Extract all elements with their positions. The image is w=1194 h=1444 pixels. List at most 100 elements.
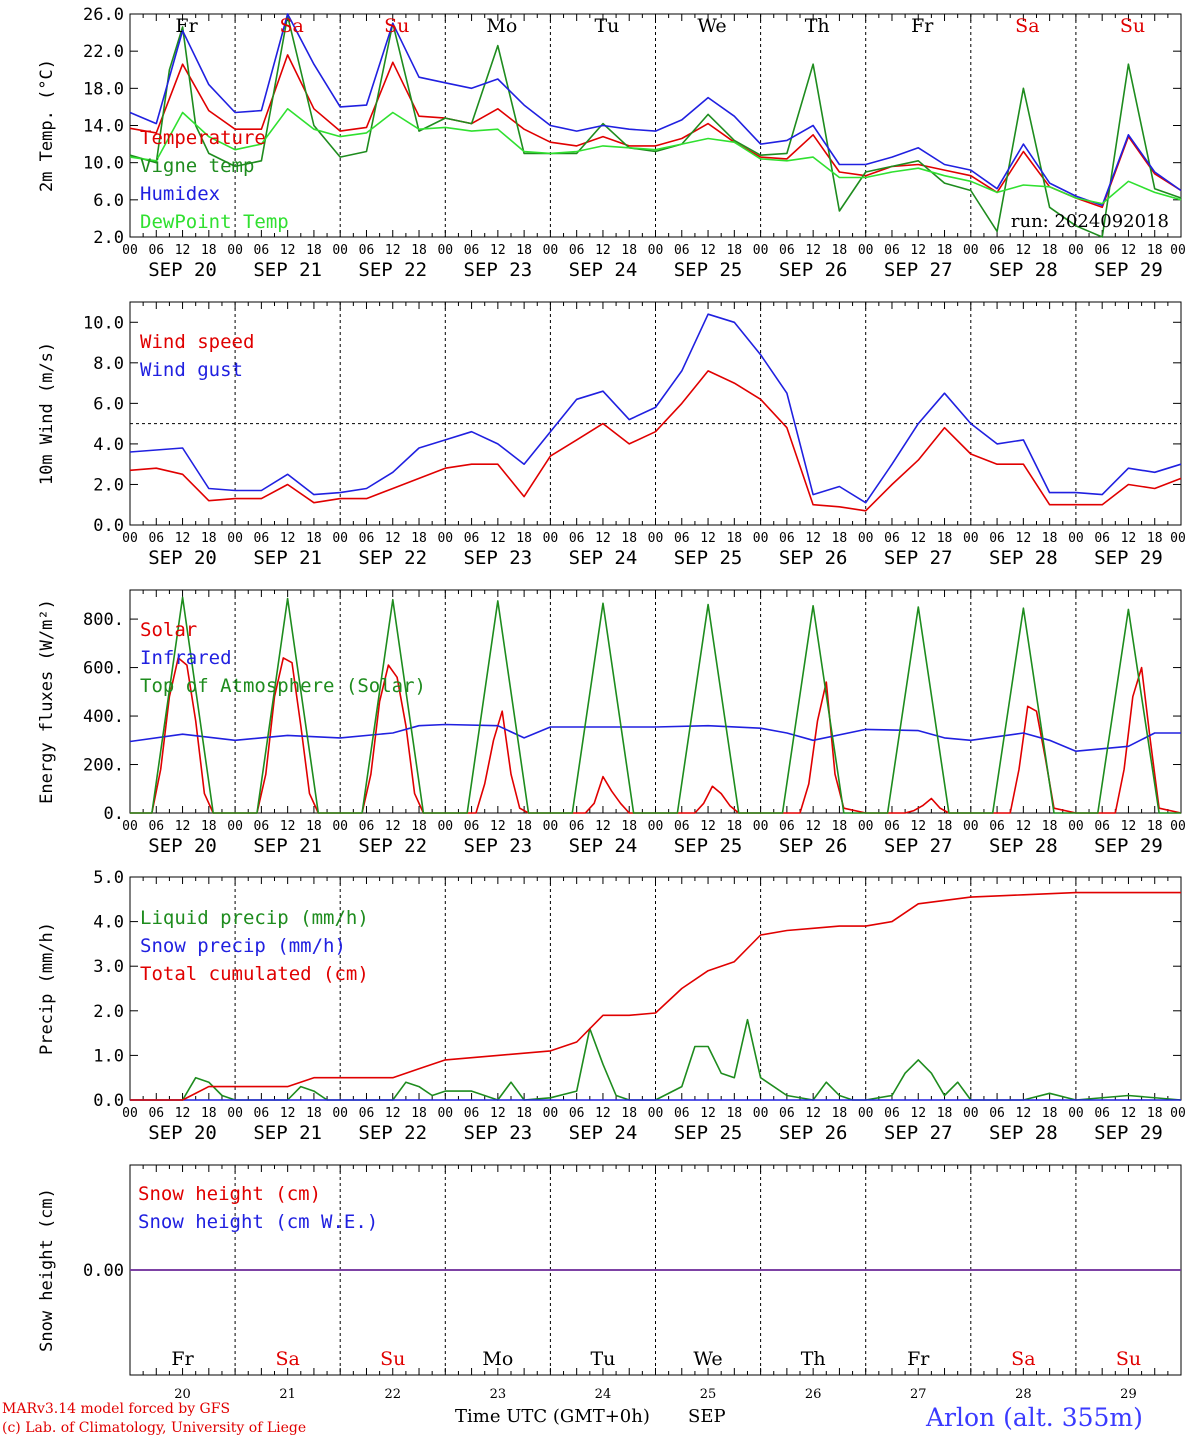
legend-entry: Snow height (cm) bbox=[138, 1183, 321, 1205]
hour-tick-label: 06 bbox=[569, 819, 585, 834]
hour-tick-label: 12 bbox=[700, 243, 716, 258]
hour-tick-label: 06 bbox=[1094, 531, 1110, 546]
hour-tick-label: 12 bbox=[1016, 819, 1032, 834]
date-label: SEP 23 bbox=[464, 1122, 533, 1144]
date-label: SEP 21 bbox=[253, 835, 322, 857]
hour-tick-label: 18 bbox=[306, 243, 322, 258]
hour-tick-label: 06 bbox=[779, 531, 795, 546]
y-tick-label: 600. bbox=[83, 659, 124, 679]
hour-tick-label: 18 bbox=[832, 1106, 848, 1121]
hour-tick-label: 00 bbox=[648, 243, 664, 258]
hour-tick-label: 06 bbox=[1094, 243, 1110, 258]
hour-tick-label: 18 bbox=[1042, 1106, 1058, 1121]
hour-tick-label: 00 bbox=[753, 819, 769, 834]
y-tick-label: 0. bbox=[104, 804, 124, 824]
hour-tick-label: 18 bbox=[1147, 819, 1163, 834]
y-tick-label: 0.0 bbox=[93, 516, 124, 536]
hour-tick-label: 00 bbox=[858, 531, 874, 546]
hour-tick-label: 12 bbox=[175, 819, 191, 834]
hour-tick-label: 00 bbox=[858, 243, 874, 258]
day-number-label: 21 bbox=[279, 1387, 296, 1402]
hour-tick-label: 00 bbox=[963, 1106, 979, 1121]
date-label: SEP 28 bbox=[989, 259, 1058, 281]
date-label: SEP 20 bbox=[148, 1122, 217, 1144]
hour-tick-label: 18 bbox=[201, 531, 217, 546]
hour-tick-label: 18 bbox=[306, 531, 322, 546]
hour-tick-label: 12 bbox=[1016, 1106, 1032, 1121]
run-label: run: 2024092018 bbox=[1011, 211, 1169, 232]
hour-tick-label: 06 bbox=[674, 243, 690, 258]
hour-tick-label: 12 bbox=[910, 531, 926, 546]
hour-tick-label: 12 bbox=[280, 531, 296, 546]
hour-tick-label: 06 bbox=[1094, 819, 1110, 834]
hour-tick-label: 12 bbox=[175, 531, 191, 546]
hour-tick-label: 18 bbox=[306, 819, 322, 834]
hour-tick-label: 18 bbox=[621, 1106, 637, 1121]
date-label: SEP 26 bbox=[779, 259, 848, 281]
date-label: SEP 27 bbox=[884, 835, 953, 857]
month-label: SEP bbox=[688, 1406, 726, 1427]
y-tick-label: 6.0 bbox=[93, 191, 124, 211]
date-label: SEP 26 bbox=[779, 1122, 848, 1144]
date-label: SEP 22 bbox=[358, 1122, 427, 1144]
hour-tick-label: 18 bbox=[1042, 819, 1058, 834]
hour-tick-label: 00 bbox=[122, 243, 138, 258]
hour-tick-label: 18 bbox=[726, 819, 742, 834]
panel-frame bbox=[129, 589, 1182, 814]
series-line-1-3 bbox=[129, 13, 1182, 207]
hour-tick-label: 00 bbox=[332, 1106, 348, 1121]
y-tick-label: 14.0 bbox=[83, 117, 124, 137]
y-tick-label: 10.0 bbox=[83, 313, 124, 333]
date-label: SEP 21 bbox=[253, 547, 322, 569]
hour-tick-label: 00 bbox=[543, 243, 559, 258]
legend-entry: Top of Atmosphere (Solar) bbox=[140, 675, 426, 697]
hour-tick-label: 06 bbox=[779, 1106, 795, 1121]
weekday-label: We bbox=[697, 15, 726, 37]
hour-tick-label: 12 bbox=[1016, 531, 1032, 546]
hour-tick-label: 06 bbox=[884, 531, 900, 546]
hour-tick-label: 18 bbox=[832, 243, 848, 258]
hour-tick-label: 00 bbox=[1068, 819, 1084, 834]
hour-tick-label: 06 bbox=[148, 531, 164, 546]
y-tick-label: 6.0 bbox=[93, 394, 124, 414]
date-label: SEP 27 bbox=[884, 1122, 953, 1144]
weekday-label: Fr bbox=[175, 15, 198, 37]
date-label: SEP 24 bbox=[569, 1122, 638, 1144]
date-label: SEP 24 bbox=[569, 547, 638, 569]
date-label: SEP 28 bbox=[989, 547, 1058, 569]
hour-tick-label: 00 bbox=[332, 531, 348, 546]
hour-tick-label: 00 bbox=[227, 1106, 243, 1121]
hour-tick-label: 06 bbox=[254, 1106, 270, 1121]
hour-tick-label: 06 bbox=[148, 243, 164, 258]
time-axis-label: Time UTC (GMT+0h) bbox=[455, 1406, 650, 1427]
hour-tick-label: 00 bbox=[963, 819, 979, 834]
date-label: SEP 20 bbox=[148, 835, 217, 857]
date-label: SEP 29 bbox=[1094, 835, 1163, 857]
legend-entry: Humidex bbox=[140, 183, 220, 205]
hour-tick-label: 12 bbox=[385, 531, 401, 546]
date-label: SEP 22 bbox=[358, 835, 427, 857]
date-label: SEP 24 bbox=[569, 835, 638, 857]
y-tick-label: 10.0 bbox=[83, 154, 124, 174]
hour-tick-label: 18 bbox=[201, 1106, 217, 1121]
hour-tick-label: 18 bbox=[411, 243, 427, 258]
panel-frame bbox=[129, 301, 1182, 526]
weekday-label: Mo bbox=[486, 15, 517, 37]
hour-tick-label: 00 bbox=[648, 1106, 664, 1121]
date-label: SEP 23 bbox=[464, 259, 533, 281]
hour-tick-label: 12 bbox=[805, 243, 821, 258]
hour-tick-label: 06 bbox=[148, 1106, 164, 1121]
credits-line-2: (c) Lab. of Climatology, University of L… bbox=[2, 1420, 307, 1436]
hour-tick-label: 06 bbox=[359, 1106, 375, 1121]
date-label: SEP 20 bbox=[148, 259, 217, 281]
series-line-3-3 bbox=[130, 596, 1181, 814]
series-line-1-2 bbox=[129, 15, 1182, 238]
y-tick-label: 0.0 bbox=[93, 1091, 124, 1111]
y-tick-label: 3.0 bbox=[93, 957, 124, 977]
hour-tick-label: 12 bbox=[385, 819, 401, 834]
panel-5 bbox=[129, 1164, 1182, 1376]
hour-tick-label: 06 bbox=[464, 243, 480, 258]
hour-tick-label: 12 bbox=[595, 531, 611, 546]
date-label: SEP 21 bbox=[253, 259, 322, 281]
legend-entry: Snow precip (mm/h) bbox=[140, 935, 346, 957]
